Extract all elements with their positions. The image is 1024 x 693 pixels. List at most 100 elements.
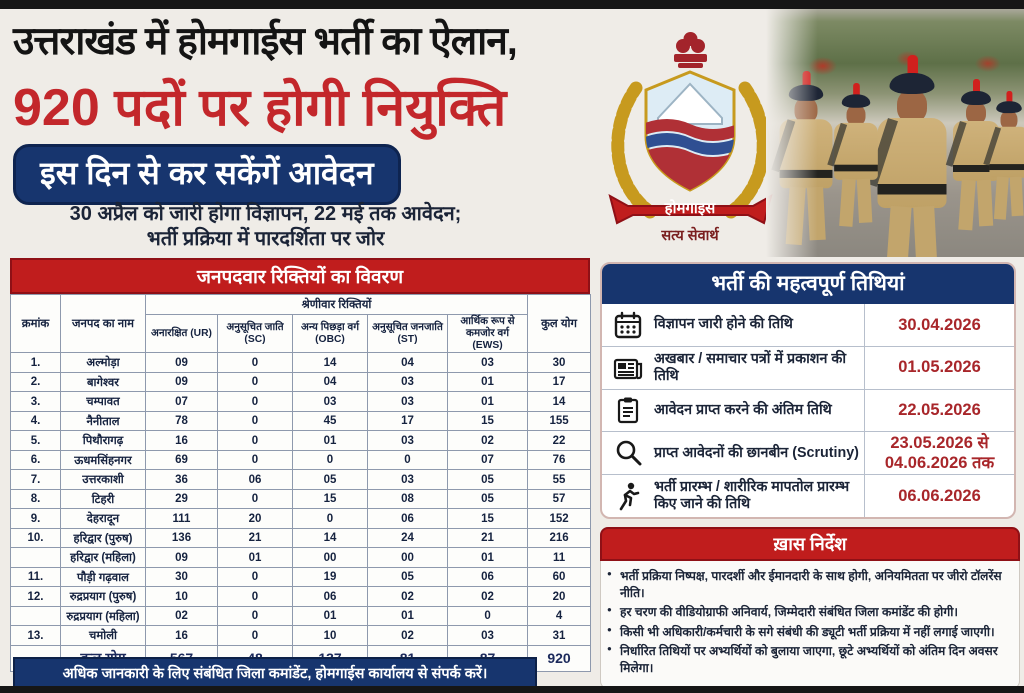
col-ur: अनारक्षित (UR) (145, 313, 218, 354)
ur-cell: 36 (145, 469, 218, 490)
obc-cell: 01 (292, 430, 368, 451)
table-row: 2. बागेश्वर 09 0 04 03 01 17 (10, 371, 592, 393)
table-row: हरिद्वार (महिला) 09 01 00 00 01 11 (10, 547, 592, 568)
instruction-item: हर चरण की वीडियोग्राफी अनिवार्य, जिम्मेद… (607, 604, 1009, 621)
col-sc: अनुसूचित जाति (SC) (217, 313, 293, 354)
district-cell: चम्पावत (60, 391, 146, 412)
col-st: अनुसूचित जनजाति (ST) (367, 313, 448, 354)
table-row: 13. चमोली 16 0 10 02 03 31 (10, 625, 592, 646)
guard-figure (945, 79, 1004, 231)
subtitle-line2: भर्ती प्रक्रिया में पारदर्शिता पर जोर (146, 228, 385, 250)
ur-cell: 16 (145, 430, 218, 451)
sc-cell: 0 (217, 449, 293, 471)
obc-cell: 04 (292, 371, 368, 393)
date-row: प्राप्त आवेदनों की छानबीन (Scrutiny) 23.0… (602, 431, 1014, 475)
subtitle-line1: 30 अप्रैल को जारी होगा विज्ञापन, 22 मई त… (69, 203, 462, 225)
total-cell: 31 (527, 625, 592, 646)
sc-cell: 0 (217, 430, 293, 451)
guards-photo (766, 9, 1024, 257)
contact-info-bar: अधिक जानकारी के लिए संबंधित जिला कमांडें… (13, 657, 537, 689)
ews-cell: 01 (446, 547, 529, 568)
district-cell: बागेश्वर (60, 371, 146, 393)
total-cell: 22 (527, 430, 592, 451)
date-label: भर्ती प्रारम्भ / शारीरिक मापतोल प्रारम्भ… (654, 478, 850, 513)
sc-cell: 0 (217, 605, 293, 627)
ur-cell: 10 (145, 586, 218, 607)
st-cell: 08 (367, 488, 448, 510)
st-cell: 02 (367, 625, 448, 646)
ur-cell: 69 (145, 449, 218, 471)
district-cell: रुद्रप्रयाग (महिला) (60, 605, 146, 627)
vacancy-table: क्रमांक जनपद का नाम श्रेणीवार रिक्तियों … (10, 293, 592, 672)
st-cell: 17 (367, 410, 448, 432)
st-cell: 03 (367, 430, 448, 451)
ews-cell: 06 (446, 566, 529, 588)
subtitle: 30 अप्रैल को जारी होगा विज्ञापन, 22 मई त… (13, 202, 518, 252)
ews-cell: 01 (446, 391, 529, 412)
obc-cell: 45 (292, 410, 368, 432)
runner-icon (602, 475, 654, 517)
table-row: 4. नैनीताल 78 0 45 17 15 155 (10, 410, 592, 432)
total-cell: 216 (527, 527, 592, 549)
date-row: भर्ती प्रारम्भ / शारीरिक मापतोल प्रारम्भ… (602, 474, 1014, 517)
district-cell: पौड़ी गढ़वाल (60, 566, 146, 588)
serial-cell: 3. (10, 391, 61, 412)
dates-rows: विज्ञापन जारी होने की तिथि 30.04.2026 अखबा… (602, 304, 1014, 517)
total-cell: 14 (527, 391, 592, 412)
total-cell: 17 (527, 371, 592, 393)
sc-cell: 21 (217, 527, 293, 549)
table-row: 6. ऊधमसिंहनगर 69 0 0 0 07 76 (10, 449, 592, 471)
ews-cell: 03 (446, 352, 529, 373)
table-row: 8. टिहरी 29 0 15 08 05 57 (10, 488, 592, 510)
headline-line2: 920 पदों पर होगी नियुक्ति (13, 79, 507, 137)
clipboard-icon (602, 390, 654, 432)
ur-cell: 136 (145, 527, 218, 549)
grand-total-cell: 920 (527, 644, 592, 672)
st-cell: 02 (367, 586, 448, 607)
guard-figure (866, 55, 954, 257)
district-cell: ऊधमसिंहनगर (60, 449, 146, 471)
st-cell: 24 (367, 527, 448, 549)
date-label: विज्ञापन जारी होने की तिथि (654, 316, 793, 333)
serial-cell: 6. (10, 449, 61, 471)
total-cell: 4 (527, 605, 592, 627)
total-cell: 55 (527, 469, 592, 490)
district-cell: रुद्रप्रयाग (पुरुष) (60, 586, 146, 607)
st-cell: 01 (367, 605, 448, 627)
total-cell: 76 (527, 449, 592, 471)
ashoka-capital-icon (674, 32, 707, 68)
date-row: आवेदन प्राप्त करने की अंतिम तिथि 22.05.20… (602, 388, 1014, 432)
obc-cell: 0 (292, 508, 368, 529)
district-cell: हरिद्वार (पुरुष) (60, 527, 146, 549)
ews-cell: 02 (446, 586, 529, 607)
district-cell: देहरादून (60, 508, 146, 529)
district-cell: नैनीताल (60, 410, 146, 432)
date-row: अखबार / समाचार पत्रों में प्रकाशन की तिथ… (602, 345, 1014, 389)
obc-cell: 01 (292, 605, 368, 627)
sc-cell: 0 (217, 488, 293, 510)
guard-figure (827, 83, 882, 227)
table-row: रुद्रप्रयाग (महिला) 02 0 01 01 0 4 (10, 605, 592, 627)
date-row: विज्ञापन जारी होने की तिथि 30.04.2026 (602, 304, 1014, 346)
col-category-group: श्रेणीवार रिक्तियों (144, 294, 529, 315)
sc-cell: 0 (217, 391, 293, 412)
vacancy-table-body: 1. अल्मोड़ा 09 0 14 04 03 30 2. बागेश्वर 09 0 04 03 01… (10, 352, 592, 672)
ews-cell: 0 (446, 605, 529, 627)
obc-cell: 14 (292, 352, 368, 373)
ews-cell: 02 (446, 430, 529, 451)
special-instructions-body: भर्ती प्रक्रिया निष्पक्ष, पारदर्शी और ईम… (600, 561, 1020, 689)
date-label: प्राप्त आवेदनों की छानबीन (Scrutiny) (654, 444, 859, 461)
serial-cell (10, 605, 61, 627)
obc-cell: 10 (292, 625, 368, 646)
district-cell: पिथौरागढ़ (60, 430, 146, 451)
total-cell: 57 (527, 488, 592, 510)
ews-cell: 15 (446, 410, 529, 432)
st-cell: 03 (367, 469, 448, 490)
header-row-top: क्रमांक जनपद का नाम श्रेणीवार रिक्तियों … (10, 293, 592, 354)
table-row: 11. पौड़ी गढ़वाल 30 0 19 05 06 60 (10, 566, 592, 588)
obc-cell: 00 (292, 547, 368, 568)
newspaper-icon (602, 347, 654, 389)
serial-cell: 7. (10, 469, 61, 490)
obc-cell: 14 (292, 527, 368, 549)
table-row: 5. पिथौरागढ़ 16 0 01 03 02 22 (10, 430, 592, 451)
